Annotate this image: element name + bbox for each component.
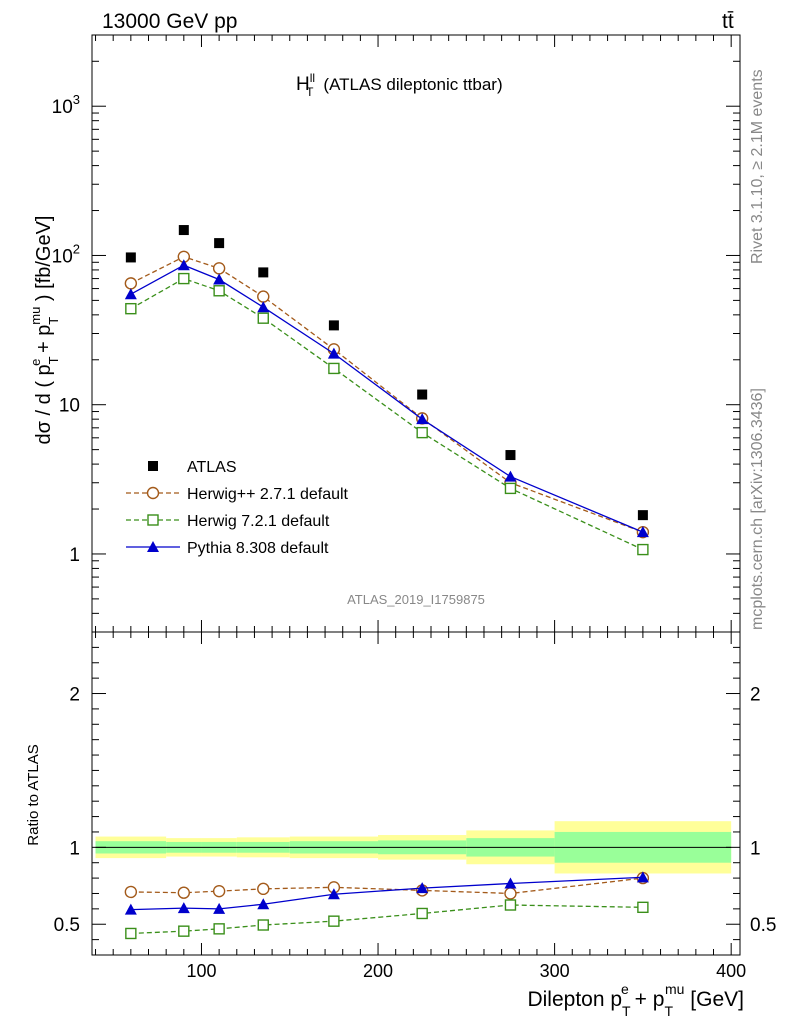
legend-marker	[147, 541, 159, 552]
mcplots-label: mcplots.cern.ch [arXiv:1306.3436]	[749, 388, 766, 630]
x-tick-label: 100	[186, 961, 216, 981]
ratio-y-tick-label-right: 1	[750, 838, 761, 859]
x-tick-label: 300	[540, 961, 570, 981]
legend-marker	[146, 486, 160, 500]
main-open-square-point	[178, 272, 190, 285]
main-filled-square-point	[214, 238, 225, 249]
ratio-filled-triangle-point	[504, 877, 517, 889]
ratio-open-square-point	[125, 927, 137, 940]
main-open-square-point	[328, 362, 340, 375]
ratio-filled-triangle-point	[327, 888, 340, 900]
legend-marker	[147, 514, 159, 526]
main-filled-triangle-point	[177, 259, 190, 271]
ratio-open-circle-point	[257, 882, 270, 896]
header-left: 13000 GeV pp	[102, 10, 237, 33]
main-filled-triangle-point	[636, 526, 649, 538]
main-filled-triangle-point	[213, 273, 226, 285]
ratio-filled-triangle-point	[636, 871, 649, 883]
analysis-watermark: ATLAS_2019_I1759875	[347, 592, 485, 607]
rivet-version-label: Rivet 3.1.10, ≥ 2.1M events	[749, 69, 766, 264]
main-open-circle-point	[257, 290, 270, 303]
ratio-filled-triangle-point	[213, 902, 226, 914]
ratio-y-tick-label: 2	[69, 685, 80, 706]
ratio-open-square-point	[504, 899, 517, 911]
main-filled-square-point	[505, 450, 516, 461]
main-filled-square-point	[328, 320, 339, 331]
main-open-square-point	[637, 543, 649, 556]
ratio-y-tick-label: 1	[69, 838, 80, 859]
ratio-plot-area: 100 200 300 400 0.5 0.5 1 1 2 2	[54, 35, 776, 981]
main-open-square-point	[213, 285, 225, 297]
legend-label: ATLAS	[187, 459, 237, 476]
ratio-filled-triangle-point	[177, 902, 190, 914]
main-filled-triangle-point	[257, 301, 270, 313]
ratio-open-square-line	[130, 904, 643, 935]
main-filled-triangle-point	[124, 288, 137, 300]
x-tick-label: 400	[716, 961, 746, 981]
main-filled-square-point	[258, 267, 269, 278]
main-open-square-line	[130, 277, 644, 551]
ratio-frame	[91, 631, 741, 956]
ratio-filled-triangle-point	[257, 898, 270, 910]
ratio-open-circle-point	[504, 887, 517, 900]
main-filled-triangle-point	[327, 347, 340, 359]
main-filled-triangle-line	[130, 264, 644, 533]
ratio-y-tick-label-right: 2	[750, 685, 761, 706]
main-open-circle-point	[212, 262, 226, 275]
y-tick-label: 10	[59, 396, 80, 417]
ratio-filled-triangle-point	[416, 882, 429, 894]
ratio-open-square-point	[637, 901, 649, 914]
main-filled-square-point	[125, 252, 136, 263]
ratio-open-square-point	[178, 925, 190, 937]
main-open-square-point	[257, 312, 269, 324]
ratio-filled-triangle-point	[124, 903, 137, 915]
main-open-square-point	[504, 482, 517, 495]
ratio-open-circle-point	[177, 886, 191, 899]
y-tick-label: 1	[69, 545, 80, 566]
ratio-open-circle-point	[124, 885, 138, 899]
legend-label: Herwig++ 2.7.1 default	[187, 486, 349, 503]
y-tick-label: 103	[52, 92, 80, 118]
ratio-open-circle-point	[212, 884, 226, 898]
main-plot-area: 1 10 102 103	[52, 34, 741, 633]
main-open-square-point	[416, 426, 428, 439]
legend-label: Herwig 7.2.1 default	[187, 513, 330, 530]
main-filled-triangle-point	[504, 470, 517, 482]
x-axis-label: Dilepton pTe + pTmu [GeV]	[527, 981, 744, 1019]
ratio-y-axis-label: Ratio to ATLAS	[25, 744, 42, 845]
legend-marker	[148, 461, 158, 471]
main-open-square-point	[125, 302, 137, 315]
ratio-y-tick-label-right: 0.5	[750, 915, 776, 936]
main-filled-triangle-point	[416, 413, 429, 425]
main-filled-square-point	[417, 389, 428, 400]
main-open-circle-point	[124, 277, 138, 290]
main-filled-square-point	[637, 510, 648, 521]
main-title: Hll T (ATLAS dileptonic ttbar)	[296, 71, 503, 99]
y-tick-label: 102	[52, 241, 80, 267]
ratio-open-square-point	[328, 915, 340, 927]
ratio-open-square-point	[213, 923, 225, 935]
ratio-y-tick-label: 0.5	[54, 915, 80, 936]
ratio-filled-triangle-line	[130, 876, 643, 911]
ratio-open-square-point	[257, 919, 269, 931]
legend-label: Pythia 8.308 default	[187, 540, 329, 557]
main-filled-square-point	[178, 225, 189, 236]
header-right: tt̄	[722, 10, 734, 33]
ratio-open-square-point	[416, 907, 428, 920]
x-tick-label: 200	[363, 961, 393, 981]
legend: ATLAS Herwig++ 2.7.1 default Herwig 7.2.1 …	[126, 459, 349, 557]
